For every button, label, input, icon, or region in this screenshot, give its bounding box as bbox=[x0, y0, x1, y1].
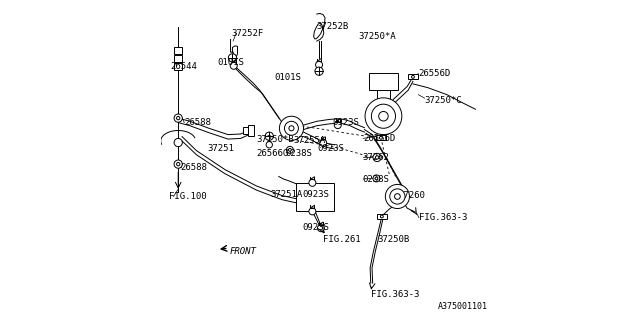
Circle shape bbox=[284, 121, 298, 135]
Bar bbox=[377, 214, 387, 219]
Circle shape bbox=[289, 148, 291, 151]
Bar bbox=[296, 183, 334, 212]
Circle shape bbox=[174, 114, 182, 122]
Circle shape bbox=[265, 132, 273, 140]
Text: 0923S: 0923S bbox=[333, 118, 360, 127]
Text: FIG.363-3: FIG.363-3 bbox=[419, 213, 467, 222]
Circle shape bbox=[230, 62, 237, 69]
Circle shape bbox=[286, 146, 293, 153]
Text: 37252B: 37252B bbox=[317, 22, 349, 31]
Circle shape bbox=[315, 67, 323, 75]
Text: 37250B: 37250B bbox=[377, 236, 410, 244]
Circle shape bbox=[317, 225, 324, 232]
Circle shape bbox=[266, 142, 273, 148]
Text: 0238S: 0238S bbox=[285, 148, 312, 157]
Text: 37251A: 37251A bbox=[271, 190, 303, 199]
Text: 37255A: 37255A bbox=[293, 136, 325, 146]
Circle shape bbox=[371, 104, 396, 128]
Text: 37250*A: 37250*A bbox=[358, 32, 396, 41]
Text: 37252F: 37252F bbox=[231, 28, 264, 38]
Text: 0923S: 0923S bbox=[303, 223, 330, 232]
Circle shape bbox=[365, 98, 402, 135]
Circle shape bbox=[289, 126, 294, 131]
Text: 26588: 26588 bbox=[180, 164, 207, 172]
Text: 37250*C: 37250*C bbox=[425, 96, 462, 105]
Circle shape bbox=[412, 76, 414, 78]
Text: FRONT: FRONT bbox=[230, 246, 257, 256]
Circle shape bbox=[334, 122, 341, 129]
Circle shape bbox=[380, 215, 383, 218]
Circle shape bbox=[174, 160, 182, 168]
Bar bbox=[408, 74, 418, 79]
Text: 37251: 37251 bbox=[207, 144, 234, 153]
Circle shape bbox=[373, 175, 380, 182]
Circle shape bbox=[309, 179, 316, 186]
Text: 37260: 37260 bbox=[399, 191, 426, 200]
Circle shape bbox=[376, 156, 379, 159]
Circle shape bbox=[394, 194, 400, 199]
Text: 37262: 37262 bbox=[363, 153, 390, 162]
Text: 26556D: 26556D bbox=[419, 69, 451, 78]
Circle shape bbox=[228, 54, 237, 62]
Circle shape bbox=[280, 116, 303, 140]
Text: 0923S: 0923S bbox=[303, 190, 330, 199]
Text: 0923S: 0923S bbox=[318, 144, 345, 153]
Bar bbox=[174, 63, 182, 69]
Circle shape bbox=[174, 139, 182, 147]
Bar bbox=[376, 135, 386, 140]
Text: FIG.100: FIG.100 bbox=[170, 192, 207, 201]
Circle shape bbox=[379, 111, 388, 121]
Text: 26556D: 26556D bbox=[363, 134, 395, 143]
Circle shape bbox=[375, 177, 378, 180]
Text: FIG.363-3: FIG.363-3 bbox=[371, 290, 419, 299]
Bar bbox=[369, 73, 397, 90]
Text: 0238S: 0238S bbox=[363, 174, 390, 184]
Text: 26588: 26588 bbox=[184, 118, 211, 127]
Circle shape bbox=[390, 189, 405, 204]
Text: FIG.261: FIG.261 bbox=[323, 236, 361, 244]
Text: 0101S: 0101S bbox=[218, 58, 244, 67]
Text: A375001101: A375001101 bbox=[437, 302, 488, 311]
Text: 26544: 26544 bbox=[170, 62, 197, 71]
Text: 37250*B: 37250*B bbox=[257, 135, 294, 144]
Circle shape bbox=[177, 163, 180, 166]
Text: 26566G: 26566G bbox=[257, 148, 289, 157]
Bar bbox=[174, 47, 182, 54]
Circle shape bbox=[177, 116, 180, 120]
Bar bbox=[248, 125, 254, 136]
Circle shape bbox=[309, 208, 316, 215]
Circle shape bbox=[385, 184, 410, 209]
Circle shape bbox=[373, 153, 381, 162]
Bar bbox=[174, 55, 182, 62]
Circle shape bbox=[316, 61, 323, 68]
Circle shape bbox=[320, 140, 326, 146]
Circle shape bbox=[380, 136, 382, 139]
Text: 0101S: 0101S bbox=[274, 73, 301, 82]
Bar bbox=[243, 127, 253, 134]
